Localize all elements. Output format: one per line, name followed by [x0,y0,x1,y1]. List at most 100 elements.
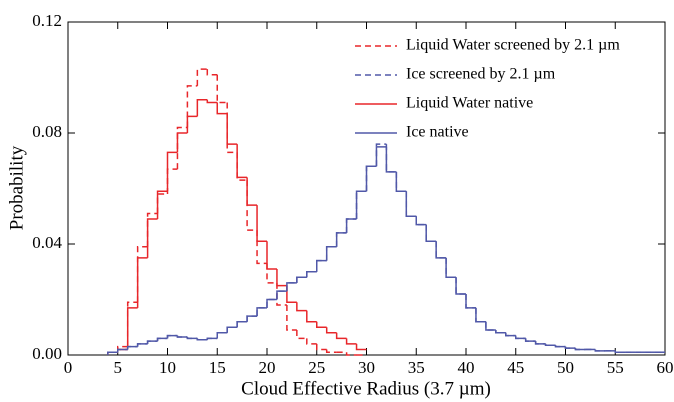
histogram-step [296,276,307,283]
histogram-step [495,330,506,334]
histogram-step [276,290,287,300]
histogram-step [355,190,367,220]
histogram-step [425,224,437,242]
histogram-step [266,298,277,308]
histogram-step [266,241,277,270]
histogram-step [355,190,367,220]
y-axis-title: Probability [6,145,27,230]
histogram-step [256,230,267,265]
histogram-step [405,191,417,217]
histogram-step [286,282,297,292]
histogram-step [445,257,457,279]
histogram-step [515,335,526,340]
histogram-step [256,205,267,242]
histogram-step [266,263,277,284]
histogram-step [246,177,258,206]
histogram-step [146,340,158,344]
histogram-step [226,326,238,333]
histogram-step [325,327,337,334]
histogram-step [475,307,486,323]
histogram-step [385,146,397,173]
x-tick-label: 5 [114,358,123,377]
histogram-step [146,218,158,258]
x-tick-label: 60 [657,358,674,377]
histogram-step [316,259,327,272]
histogram-step [316,321,327,328]
x-tick-label: 15 [209,358,226,377]
histogram-step [117,348,128,353]
histogram-step [166,168,178,195]
histogram-step [325,246,337,261]
legend-text: Liquid Water native [406,95,533,112]
histogram-step [166,151,178,192]
histogram-step [256,307,267,317]
x-tick-label: 30 [358,358,375,377]
histogram-step [236,320,248,328]
x-tick-label: 20 [259,358,276,377]
histogram-step [216,332,228,339]
histogram-step [465,293,476,309]
histogram-step [176,132,188,153]
histogram-step [316,259,327,272]
y-tick-label: 0.04 [32,233,62,252]
histogram-step [306,310,317,323]
histogram-step [345,218,357,233]
histogram-step [196,98,208,117]
histogram-step [365,165,377,192]
histogram-step [574,348,586,351]
x-tick-label: 0 [64,358,73,377]
histogram-step [296,302,307,312]
histogram-step [475,307,486,323]
histogram-step [345,352,357,356]
y-tick-label: 0.08 [32,122,62,141]
histogram-step [216,102,228,115]
histogram-step [136,343,148,347]
histogram-step [136,246,148,303]
histogram-step [286,282,297,292]
x-tick-label: 50 [557,358,574,377]
histogram-step [465,293,476,309]
histogram-step [534,341,546,345]
histogram-step [246,315,258,322]
histogram-step [345,218,357,233]
histogram-step [136,257,148,308]
histogram-step [485,321,496,331]
histogram-step [296,276,307,283]
x-tick-label: 10 [159,358,176,377]
histogram-step [206,337,218,340]
histogram-step [246,315,258,322]
histogram-step [455,277,466,295]
histogram-step [306,271,317,278]
histogram-step [126,301,138,347]
histogram-step [485,321,496,331]
histogram-step [306,271,317,278]
histogram-step [325,246,337,261]
histogram-step [186,115,198,133]
histogram-step [206,99,218,104]
histogram-step [206,69,218,76]
histogram-step [375,146,387,167]
histogram-step [266,298,277,308]
histogram-step [286,285,297,304]
histogram-step [166,334,178,339]
histogram-step [176,335,188,338]
histogram-step [276,268,287,287]
histogram-step [375,143,387,167]
histogram-step [445,257,457,279]
histogram-step [316,343,327,351]
histogram-step [425,224,437,242]
histogram-step [335,332,347,340]
histogram-step [435,241,447,259]
histogram-step [276,282,287,306]
histogram-step [196,68,208,86]
histogram-step [365,165,377,192]
histogram-step [156,193,168,214]
histogram-step [325,349,337,353]
legend-text: Ice screened by 2.1 µm [406,66,556,83]
histogram-step [614,350,626,353]
histogram-step [554,345,566,348]
histogram-step [455,277,466,295]
x-tick-label: 35 [408,358,425,377]
